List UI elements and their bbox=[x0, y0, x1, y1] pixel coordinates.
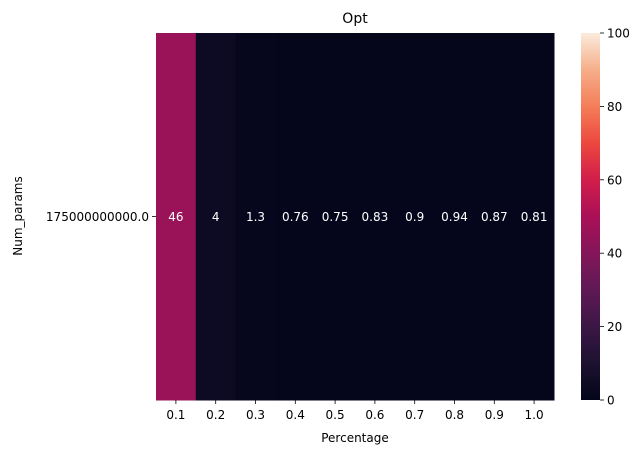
heatmap-cell bbox=[474, 33, 515, 401]
colorbar-ticks: 0 20 40 60 80 100 bbox=[600, 27, 630, 408]
heatmap-cell bbox=[315, 33, 356, 401]
x-axis-ticks: 0.1 0.2 0.3 0.4 0.5 0.6 0.7 0.8 0.9 1.0 bbox=[166, 400, 544, 422]
x-tick-label: 0.2 bbox=[206, 408, 225, 422]
x-tick-label: 0.7 bbox=[405, 408, 424, 422]
heatmap-cell bbox=[434, 33, 475, 401]
x-tick-label: 0.4 bbox=[286, 408, 305, 422]
cell-value-label: 4 bbox=[212, 210, 220, 224]
colorbar-tick-label: 40 bbox=[607, 247, 622, 261]
x-tick-label: 0.5 bbox=[326, 408, 345, 422]
heatmap-cell bbox=[195, 33, 237, 401]
cell-value-labels: 46 4 1.3 0.76 0.75 0.83 0.9 0.94 0.87 0.81 bbox=[168, 210, 547, 224]
cell-value-label: 46 bbox=[168, 210, 183, 224]
heatmap-cell bbox=[275, 33, 316, 401]
heatmap-cell bbox=[394, 33, 436, 401]
chart-title: Opt bbox=[342, 11, 368, 27]
colorbar-tick-label: 0 bbox=[607, 394, 615, 408]
colorbar-tick-label: 100 bbox=[607, 27, 630, 41]
y-axis-ticks: 175000000000.0 bbox=[46, 210, 156, 224]
colorbar-tick-label: 20 bbox=[607, 320, 622, 334]
cell-value-label: 0.83 bbox=[362, 210, 389, 224]
cell-value-label: 0.76 bbox=[282, 210, 309, 224]
colorbar-tick-label: 80 bbox=[607, 100, 622, 114]
x-tick-label: 0.9 bbox=[485, 408, 504, 422]
cell-value-label: 0.94 bbox=[441, 210, 468, 224]
heatmap-cells bbox=[156, 33, 555, 401]
x-tick-label: 1.0 bbox=[525, 408, 544, 422]
x-tick-label: 0.1 bbox=[166, 408, 185, 422]
heatmap-cell bbox=[514, 33, 555, 401]
heatmap-cell bbox=[355, 33, 396, 401]
x-axis-label: Percentage bbox=[321, 431, 389, 445]
cell-value-label: 1.3 bbox=[246, 210, 265, 224]
cell-value-label: 0.75 bbox=[322, 210, 349, 224]
x-tick-label: 0.3 bbox=[246, 408, 265, 422]
colorbar bbox=[581, 33, 600, 400]
colorbar-tick-label: 60 bbox=[607, 173, 622, 187]
heatmap-cell bbox=[156, 33, 197, 401]
x-tick-label: 0.6 bbox=[365, 408, 384, 422]
heatmap-cell bbox=[235, 33, 276, 401]
cell-value-label: 0.87 bbox=[481, 210, 508, 224]
y-axis-label: Num_params bbox=[11, 176, 25, 255]
y-tick-label: 175000000000.0 bbox=[46, 210, 149, 224]
x-tick-label: 0.8 bbox=[445, 408, 464, 422]
cell-value-label: 0.9 bbox=[405, 210, 424, 224]
cell-value-label: 0.81 bbox=[521, 210, 548, 224]
